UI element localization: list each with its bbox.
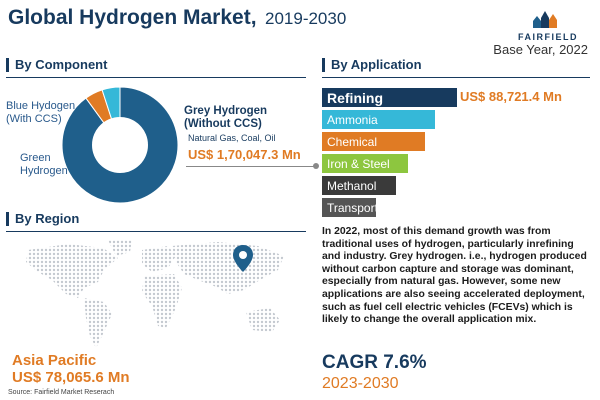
- application-bar-chart: Refining US$ 88,721.4 Mn Ammonia Chemical Ir…: [322, 88, 592, 220]
- component-heading: By Component: [6, 58, 107, 72]
- bar-label: Ammonia: [327, 112, 378, 127]
- region-value: US$ 78,065.6 Mn: [12, 369, 130, 386]
- region-divider: [6, 231, 306, 232]
- blue-hydrogen-label-line: Blue Hydogen: [6, 100, 76, 112]
- green-hydrogen-label-line: Green: [20, 152, 51, 164]
- region-heading: By Region: [6, 212, 79, 226]
- bar-transport: Transport: [322, 198, 378, 217]
- market-description: In 2022, most of this demand growth was …: [322, 226, 587, 326]
- base-year: Base Year, 2022: [493, 42, 588, 57]
- bar-label: Transport: [327, 200, 378, 215]
- south-america-shape: [84, 298, 112, 348]
- grey-hydrogen-value: US$ 1,70,047.3 Mn: [188, 147, 301, 162]
- blue-hydrogen-label: Blue Hydogen (With CCS): [6, 100, 75, 126]
- europe-shape: [142, 246, 176, 272]
- bar-refining: Refining: [322, 88, 457, 107]
- bar-label: Iron & Steel: [327, 156, 390, 171]
- source-note: Source: Fairfield Market Reserach: [8, 389, 115, 396]
- connector-dot-icon: [313, 163, 319, 169]
- grey-value-underline: [186, 166, 316, 167]
- component-divider: [6, 77, 306, 78]
- world-map-icon: [26, 240, 284, 348]
- component-donut-chart: [61, 86, 179, 204]
- grey-hydrogen-sources: Natural Gas, Coal, Oil: [188, 133, 276, 143]
- bar-ammonia: Ammonia: [322, 110, 435, 129]
- grey-hydrogen-label-line: (Without CCS): [184, 118, 262, 130]
- africa-shape: [142, 274, 182, 328]
- grey-hydrogen-label: Grey Hydrogen (Without CCS): [184, 105, 267, 131]
- title-years: 2019-2030: [265, 9, 347, 28]
- title-text: Global Hydrogen Market,: [8, 6, 257, 29]
- page-title: Global Hydrogen Market, 2019-2030: [8, 6, 346, 30]
- brand-logo: FAIRFIELD: [508, 6, 588, 46]
- bar-label: Chemical: [327, 134, 378, 149]
- green-hydrogen-label: Green Hydrogen: [20, 152, 68, 178]
- north-america-shape: [26, 244, 118, 298]
- application-divider: [322, 77, 590, 78]
- bar-iron-steel: Iron & Steel: [322, 154, 408, 173]
- bar-label: Methanol: [327, 178, 377, 193]
- brand-name: FAIRFIELD: [518, 32, 578, 42]
- bar-data-label: US$ 88,721.4 Mn: [460, 89, 562, 104]
- greenland-shape: [108, 240, 132, 256]
- logo-mark-icon: [533, 11, 557, 28]
- cagr-period: 2023-2030: [322, 375, 399, 392]
- bar-methanol: Methanol: [322, 176, 396, 195]
- blue-hydrogen-label-line: (With CCS): [6, 113, 62, 125]
- region-name: Asia Pacific: [12, 352, 97, 369]
- asia-shape: [172, 242, 284, 294]
- donut-hole: [92, 117, 148, 173]
- bar-chemical: Chemical: [322, 132, 425, 151]
- green-hydrogen-label-line: Hydrogen: [20, 165, 68, 177]
- application-heading: By Application: [322, 58, 422, 72]
- bar-label: Refining: [327, 89, 383, 106]
- cagr-label: CAGR 7.6%: [322, 352, 427, 373]
- australia-shape: [246, 308, 280, 332]
- grey-hydrogen-label-line: Grey Hydrogen: [184, 105, 268, 117]
- map-pin-icon: [233, 245, 253, 272]
